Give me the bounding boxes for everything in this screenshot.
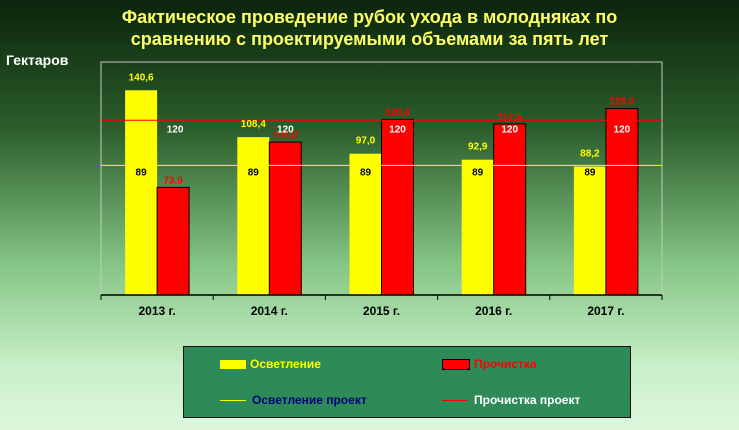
data-label-prochistka-proekt-3: 120	[501, 124, 518, 135]
bar-prochistka-2	[381, 118, 414, 296]
legend-line-osvetlenie-proekt	[220, 399, 246, 401]
legend-item-osvetlenie-proekt: Осветление проект	[220, 393, 367, 407]
data-label-osvetlenie-1: 108,4	[241, 119, 266, 130]
legend-label-osvetlenie: Осветление	[250, 357, 321, 371]
data-label-prochistka-proekt-0: 120	[167, 124, 184, 135]
legend-line-prochistka-proekt	[442, 399, 468, 401]
data-label-osvetlenie-proekt-2: 89	[360, 167, 372, 178]
data-label-prochistka-4: 128,0	[609, 97, 634, 108]
data-label-prochistka-1: 105,0	[273, 130, 298, 141]
data-label-osvetlenie-4: 88,2	[580, 149, 600, 160]
legend-item-osvetlenie: Осветление	[220, 357, 321, 371]
bar-osvetlenie-4	[573, 166, 606, 295]
data-label-prochistka-0: 73,9	[163, 175, 183, 186]
x-tick-label-3: 2016 г.	[475, 304, 512, 318]
chart-title-line-1: Фактическое проведение рубок ухода в мол…	[121, 7, 618, 27]
legend-item-prochistka: Прочистка	[442, 357, 537, 371]
data-label-prochistka-proekt-4: 120	[614, 124, 631, 135]
x-tick-label-2: 2015 г.	[363, 304, 400, 318]
data-label-osvetlenie-proekt-4: 89	[584, 167, 596, 178]
legend-item-prochistka-proekt: Прочистка проект	[442, 393, 580, 407]
bar-osvetlenie-1	[237, 137, 270, 295]
legend-swatch-prochistka	[442, 358, 470, 370]
bar-prochistka-3	[493, 123, 527, 296]
data-label-osvetlenie-proekt-0: 89	[136, 167, 148, 178]
chart-title-line-2: сравнению с проектируемыми объемами за п…	[130, 29, 609, 49]
data-label-prochistka-3: 117,5	[497, 112, 522, 123]
x-tick-label-1: 2014 г.	[251, 304, 288, 318]
legend-label-osvetlenie-proekt: Осветление проект	[252, 393, 367, 407]
bar-osvetlenie-0	[125, 90, 158, 295]
data-label-prochistka-2: 120,6	[385, 107, 410, 118]
data-label-osvetlenie-proekt-1: 89	[248, 167, 260, 178]
legend: Осветление Прочистка Осветление проект П…	[183, 346, 631, 418]
y-axis-units-label: Гектаров	[6, 52, 69, 68]
chart-title: Фактическое проведение рубок ухода в мол…	[0, 6, 739, 50]
data-label-osvetlenie-0: 140,6	[129, 72, 154, 83]
x-tick-label-4: 2017 г.	[587, 304, 624, 318]
data-label-osvetlenie-3: 92,9	[468, 142, 488, 153]
legend-label-prochistka-proekt: Прочистка проект	[474, 393, 581, 407]
data-label-osvetlenie-2: 97,0	[356, 136, 376, 147]
bar-osvetlenie-3	[461, 159, 494, 295]
bar-osvetlenie-2	[349, 153, 382, 295]
bar-prochistka-1	[268, 141, 302, 296]
legend-label-prochistka: Прочистка	[474, 357, 537, 371]
data-label-prochistka-proekt-2: 120	[389, 124, 406, 135]
bar-prochistka-4	[605, 108, 639, 296]
legend-swatch-osvetlenie	[220, 359, 246, 369]
x-tick-label-0: 2013 г.	[139, 304, 176, 318]
data-label-prochistka-proekt-1: 120	[277, 124, 294, 135]
data-label-osvetlenie-proekt-3: 89	[472, 167, 484, 178]
bar-prochistka-0	[156, 186, 190, 296]
